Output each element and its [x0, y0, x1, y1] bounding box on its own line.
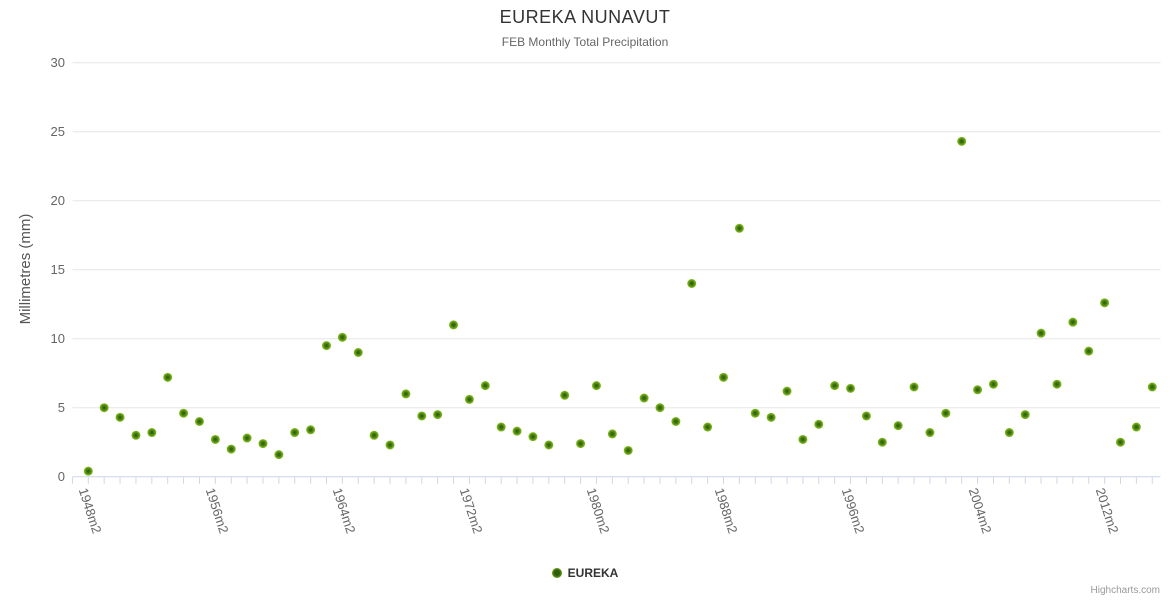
scatter-point[interactable] — [385, 440, 395, 450]
scatter-point[interactable] — [1068, 317, 1078, 327]
scatter-point[interactable] — [766, 412, 776, 422]
scatter-point[interactable] — [591, 381, 601, 391]
legend-marker-icon — [551, 568, 562, 578]
scatter-point[interactable] — [830, 381, 840, 391]
y-axis-tick-label: 5 — [57, 400, 65, 416]
scatter-point[interactable] — [1116, 437, 1125, 447]
scatter-point[interactable] — [1147, 382, 1157, 392]
scatter-point[interactable] — [433, 410, 443, 420]
scatter-point[interactable] — [623, 445, 633, 455]
scatter-point[interactable] — [1131, 422, 1141, 432]
scatter-point[interactable] — [1004, 428, 1014, 438]
scatter-point[interactable] — [893, 421, 903, 431]
scatter-point[interactable] — [353, 348, 363, 357]
scatter-point[interactable] — [576, 439, 586, 449]
scatter-point[interactable] — [194, 417, 204, 426]
scatter-point[interactable] — [734, 223, 744, 233]
scatter-point[interactable] — [655, 403, 665, 413]
scatter-point[interactable] — [99, 403, 109, 413]
scatter-point[interactable] — [607, 429, 617, 439]
scatter-point[interactable] — [1084, 346, 1094, 356]
y-axis-tick-label: 30 — [50, 55, 65, 71]
scatter-point[interactable] — [544, 440, 554, 450]
scatter-point[interactable] — [909, 382, 919, 392]
scatter-point[interactable] — [369, 430, 379, 440]
scatter-point[interactable] — [703, 422, 713, 432]
scatter-point[interactable] — [719, 372, 728, 382]
scatter-point[interactable] — [449, 320, 459, 330]
scatter-point[interactable] — [798, 434, 808, 444]
scatter-point[interactable] — [528, 432, 538, 442]
scatter-point[interactable] — [480, 381, 490, 391]
scatter-point[interactable] — [496, 422, 506, 432]
y-axis-tick-label: 25 — [50, 124, 65, 140]
scatter-point[interactable] — [941, 408, 951, 418]
scatter-point[interactable] — [846, 383, 856, 393]
scatter-point[interactable] — [147, 428, 157, 438]
scatter-point[interactable] — [417, 411, 427, 421]
scatter-point[interactable] — [814, 419, 824, 429]
scatter-point[interactable] — [337, 332, 347, 342]
scatter-point[interactable] — [274, 450, 284, 460]
y-axis-tick-label: 0 — [57, 469, 65, 485]
chart-title: EUREKA NUNAVUT — [499, 7, 671, 27]
scatter-point[interactable] — [1036, 328, 1046, 338]
scatter-point[interactable] — [464, 394, 474, 404]
scatter-point[interactable] — [512, 426, 522, 436]
scatter-point[interactable] — [131, 430, 141, 440]
scatter-point[interactable] — [973, 385, 983, 395]
y-axis-tick-label: 15 — [50, 262, 65, 278]
scatter-point[interactable] — [560, 390, 570, 400]
scatter-point[interactable] — [1100, 298, 1110, 308]
scatter-point[interactable] — [401, 389, 411, 399]
scatter-point[interactable] — [210, 434, 220, 444]
chart-subtitle: FEB Monthly Total Precipitation — [501, 35, 669, 49]
scatter-point[interactable] — [258, 439, 268, 449]
y-axis-tick-label: 20 — [50, 193, 65, 209]
scatter-point[interactable] — [957, 136, 967, 146]
scatter-point[interactable] — [290, 428, 300, 438]
scatter-point[interactable] — [687, 279, 697, 288]
scatter-point[interactable] — [1020, 410, 1030, 420]
legend-label: EUREKA — [567, 566, 619, 580]
scatter-point[interactable] — [671, 417, 681, 426]
scatter-point[interactable] — [782, 386, 792, 396]
scatter-point[interactable] — [163, 372, 173, 382]
scatter-point[interactable] — [1052, 379, 1062, 389]
scatter-point[interactable] — [179, 408, 189, 418]
scatter-point[interactable] — [750, 408, 760, 418]
scatter-point[interactable] — [226, 444, 236, 454]
legend-item-eureka[interactable]: EUREKA — [0, 562, 1170, 584]
scatter-point[interactable] — [639, 393, 649, 403]
scatter-point[interactable] — [877, 437, 887, 447]
y-axis-tick-label: 10 — [50, 331, 65, 347]
scatter-point[interactable] — [242, 433, 252, 443]
scatter-point[interactable] — [988, 379, 998, 389]
scatter-point[interactable] — [322, 341, 331, 351]
scatter-point[interactable] — [861, 411, 871, 421]
scatter-point[interactable] — [925, 428, 935, 438]
highcharts-credits-link[interactable]: Highcharts.com — [1090, 585, 1160, 596]
scatter-point[interactable] — [306, 425, 316, 435]
scatter-point[interactable] — [115, 412, 125, 422]
scatter-point[interactable] — [83, 466, 93, 476]
